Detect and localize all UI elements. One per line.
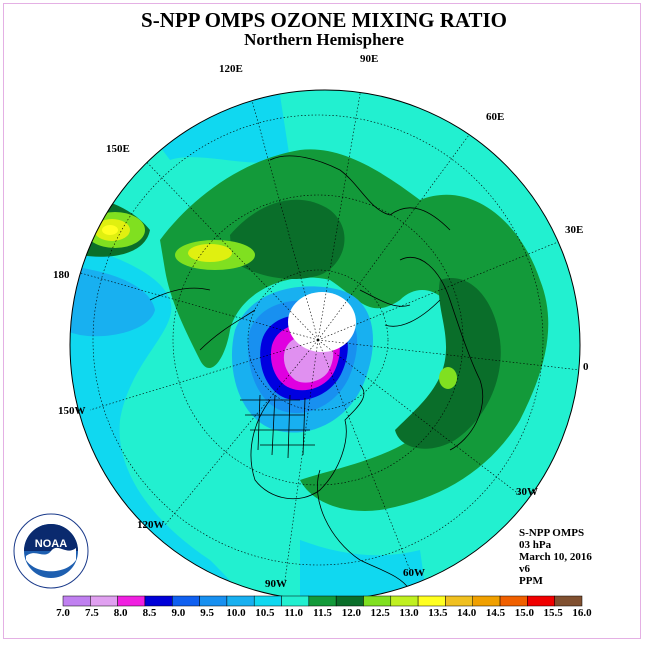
noaa-logo: NOAA — [13, 513, 89, 589]
info-level: 03 hPa — [519, 539, 552, 551]
graticule — [70, 90, 580, 581]
lon-label-150e: 150E — [106, 143, 130, 155]
lon-label-90w: 90W — [265, 578, 287, 590]
colorbar-swatch — [499, 595, 528, 607]
field-region-13-0 — [188, 244, 232, 262]
lon-label-60e: 60E — [486, 111, 504, 123]
colorbar-swatch — [445, 595, 473, 607]
colorbar-tick-label: 13.5 — [428, 607, 448, 619]
map-title: S-NPP OMPS OZONE MIXING RATIO — [141, 8, 507, 32]
colorbar-tick-label: 9.5 — [200, 607, 215, 619]
colorbar-swatch — [199, 595, 228, 607]
field-region-12-5 — [439, 367, 457, 389]
map-subtitle: Northern Hemisphere — [244, 30, 404, 49]
field-region-10-5 — [300, 540, 430, 600]
lon-label-0: 0 — [583, 361, 589, 373]
field-region-13-5 — [102, 225, 118, 235]
colorbar-tick-label: 12.0 — [341, 607, 361, 619]
colorbar-swatch — [390, 595, 419, 607]
field-region-12-0 — [395, 278, 501, 449]
colorbar-swatch — [554, 595, 583, 607]
colorbar-swatch — [472, 595, 501, 607]
lon-label-30e: 30E — [565, 224, 583, 236]
lon-label-90e: 90E — [360, 53, 378, 65]
colorbar — [62, 595, 583, 607]
colorbar-tick-label: 9.0 — [171, 607, 186, 619]
info-date: March 10, 2016 — [519, 551, 592, 563]
colorbar-tick-label: 14.5 — [485, 607, 506, 619]
colorbar-swatch — [281, 595, 310, 607]
colorbar-tick-label: 16.0 — [572, 607, 592, 619]
colorbar-tick-label: 7.5 — [84, 607, 99, 619]
colorbar-tick-label: 14.0 — [457, 607, 477, 619]
coastlines — [149, 155, 484, 591]
colorbar-tick-label: 10.5 — [255, 607, 275, 619]
lon-label-150w: 150W — [58, 405, 86, 417]
image-frame — [3, 3, 641, 639]
info-version: v6 — [519, 563, 530, 575]
colorbar-swatch — [253, 595, 282, 607]
lon-label-120w: 120W — [137, 519, 165, 531]
colorbar-swatch — [226, 595, 255, 607]
colorbar-tick-label: 15.5 — [543, 607, 563, 619]
colorbar-swatch — [117, 595, 146, 607]
colorbar-tick-label: 15.0 — [514, 607, 534, 619]
colorbar-swatch — [172, 595, 200, 607]
ozone-field — [70, 90, 580, 600]
colorbar-tick-label: 8.5 — [142, 607, 157, 619]
colorbar-tick-label: 11.5 — [313, 607, 332, 619]
colorbar-swatch — [335, 595, 364, 607]
lon-label-180: 180 — [53, 269, 70, 281]
colorbar-swatch — [144, 595, 173, 607]
colorbar-swatch — [417, 595, 446, 607]
lon-label-30w: 30W — [516, 486, 538, 498]
missing-data-region — [288, 292, 356, 352]
lon-label-60w: 60W — [403, 567, 425, 579]
colorbar-tick-label: 12.5 — [370, 607, 390, 619]
info-block: S-NPP OMPS 03 hPa March 10, 2016 v6 PPM — [519, 527, 592, 587]
noaa-logo-text: NOAA — [35, 538, 67, 550]
colorbar-swatch — [90, 595, 118, 607]
colorbar-tick-label: 11.0 — [284, 607, 303, 619]
info-units: PPM — [519, 575, 543, 587]
colorbar-tick-label: 8.0 — [113, 607, 128, 619]
field-region-12-0 — [230, 199, 345, 280]
colorbar-swatch — [62, 595, 91, 607]
colorbar-tick-label: 10.0 — [226, 607, 246, 619]
colorbar-swatch — [308, 595, 337, 607]
colorbar-swatch — [527, 595, 555, 607]
field-region-10-0 — [70, 265, 155, 337]
lon-label-120e: 120E — [219, 63, 243, 75]
colorbar-tick-label: 13.0 — [399, 607, 419, 619]
info-instrument: S-NPP OMPS — [519, 527, 585, 539]
colorbar-swatch — [363, 595, 392, 607]
colorbar-tick-label: 7.0 — [56, 607, 70, 619]
